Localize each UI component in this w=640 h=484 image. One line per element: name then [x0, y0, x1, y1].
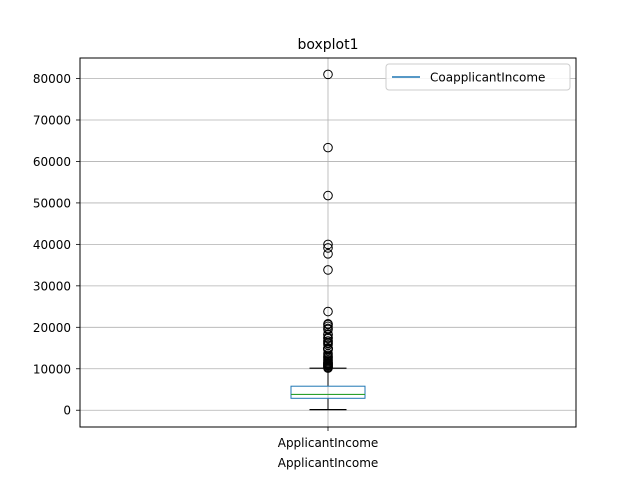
outlier-point — [323, 249, 333, 259]
iqr-box — [290, 385, 366, 399]
y-axis: 0 10000 20000 30000 40000 50000 60000 70000 8000… — [33, 72, 80, 418]
y-tick-label: 60000 — [33, 155, 71, 169]
y-tick-label: 80000 — [33, 72, 71, 86]
outlier-point — [323, 363, 333, 373]
chart-title: boxplot1 — [297, 37, 358, 53]
outlier-point — [323, 69, 333, 80]
outlier-point — [323, 333, 333, 344]
y-tick-label: 70000 — [33, 113, 71, 127]
y-tick-label: 10000 — [33, 362, 71, 376]
boxplot-marks — [290, 69, 366, 411]
x-axis: ApplicantIncome ApplicantIncome — [278, 427, 379, 470]
y-tick-label: 0 — [63, 404, 71, 418]
y-tick-label: 30000 — [33, 279, 71, 293]
y-tick-label: 50000 — [33, 196, 71, 210]
x-axis-label: ApplicantIncome — [278, 456, 379, 470]
outlier-point — [323, 306, 333, 317]
y-tick-label: 20000 — [33, 321, 71, 335]
outlier-point — [323, 190, 333, 201]
y-tick-label: 40000 — [33, 238, 71, 252]
legend: CoapplicantIncome — [385, 63, 571, 91]
outlier-point — [323, 142, 333, 153]
x-tick-label: ApplicantIncome — [278, 436, 379, 450]
legend-entry: CoapplicantIncome — [430, 71, 545, 85]
outlier-point — [323, 265, 333, 275]
outlier-point — [323, 239, 333, 250]
outlier-point — [323, 243, 333, 253]
legend-frame — [385, 63, 571, 91]
